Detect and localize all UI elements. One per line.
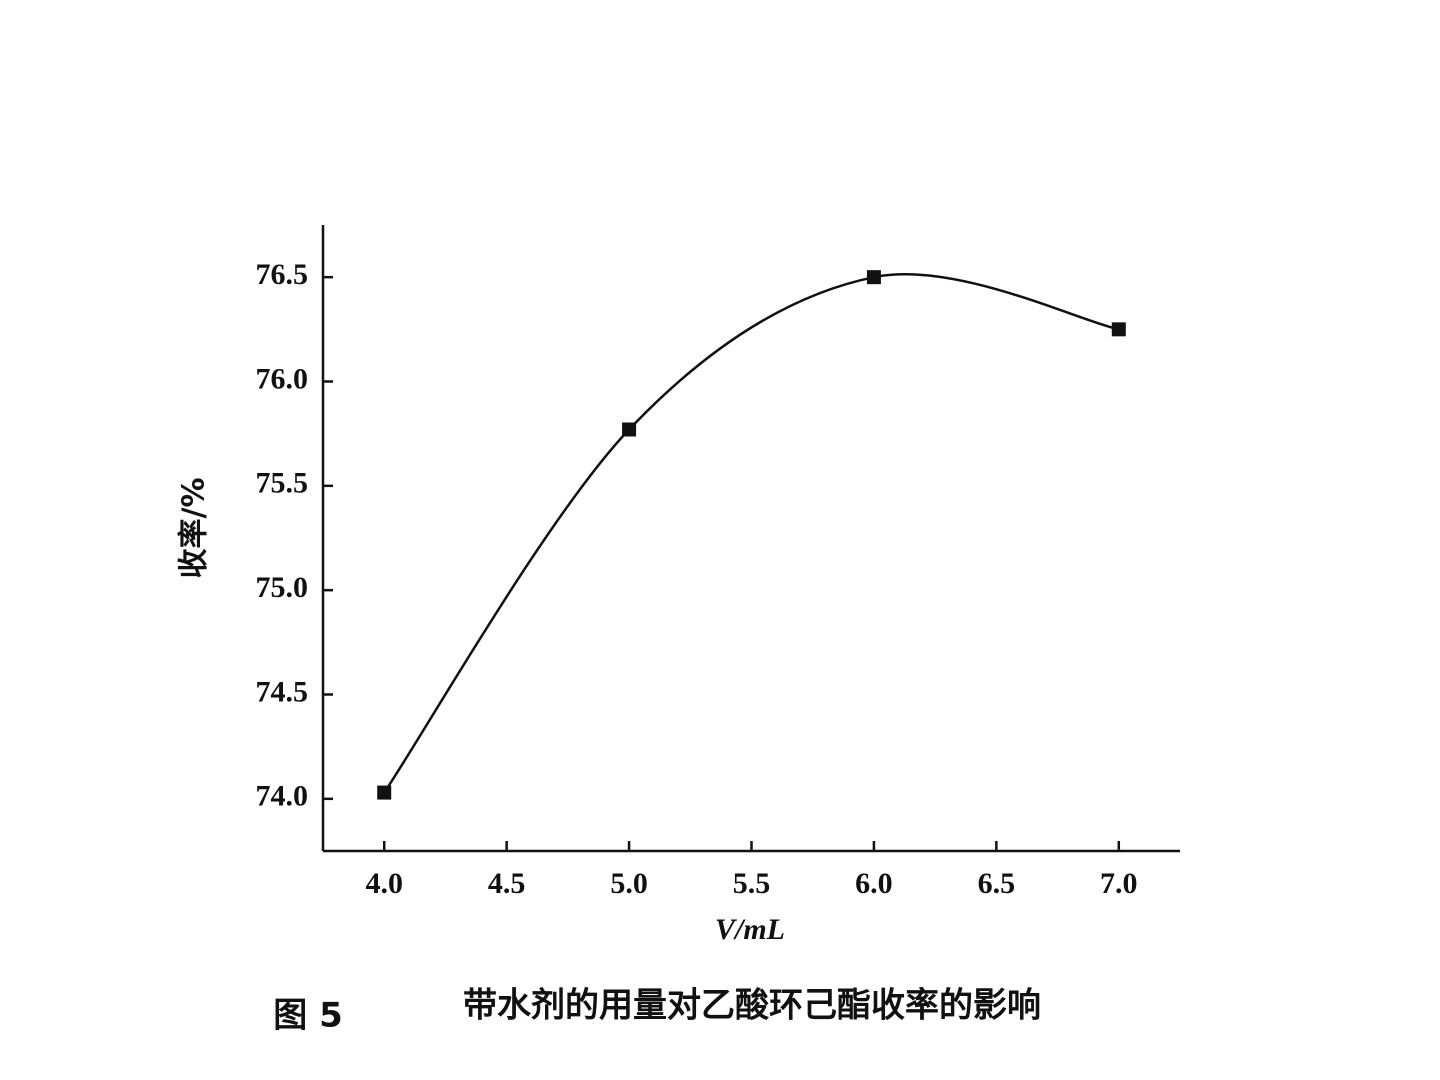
y-tick-label: 75.0 <box>256 571 309 604</box>
caption: 带水剂的用量对乙酸环己酯收率的影响 <box>463 986 1041 1026</box>
y-tick-label: 74.5 <box>256 675 309 708</box>
x-tick-label: 7.0 <box>1100 867 1138 900</box>
marker <box>377 785 392 800</box>
marker <box>622 422 637 437</box>
x-tick-label: 4.0 <box>365 867 403 900</box>
y-tick-label: 74.0 <box>256 780 309 813</box>
x-axis-label: V/mL <box>715 913 785 946</box>
y-tick-label: 75.5 <box>256 467 309 500</box>
figure-label: 图 5 <box>273 996 343 1036</box>
x-tick-label: 5.0 <box>610 867 648 900</box>
y-tick-label: 76.0 <box>256 362 309 395</box>
marker <box>866 270 881 285</box>
x-tick-label: 6.5 <box>978 867 1016 900</box>
marker <box>1111 322 1126 337</box>
line <box>383 273 1120 794</box>
y-axis-label: 收率/% <box>177 477 212 578</box>
x-tick-label: 6.0 <box>855 867 893 900</box>
y-tick-label: 76.5 <box>256 258 309 291</box>
x-tick-label: 5.5 <box>733 867 771 900</box>
x-tick-label: 4.5 <box>488 867 526 900</box>
